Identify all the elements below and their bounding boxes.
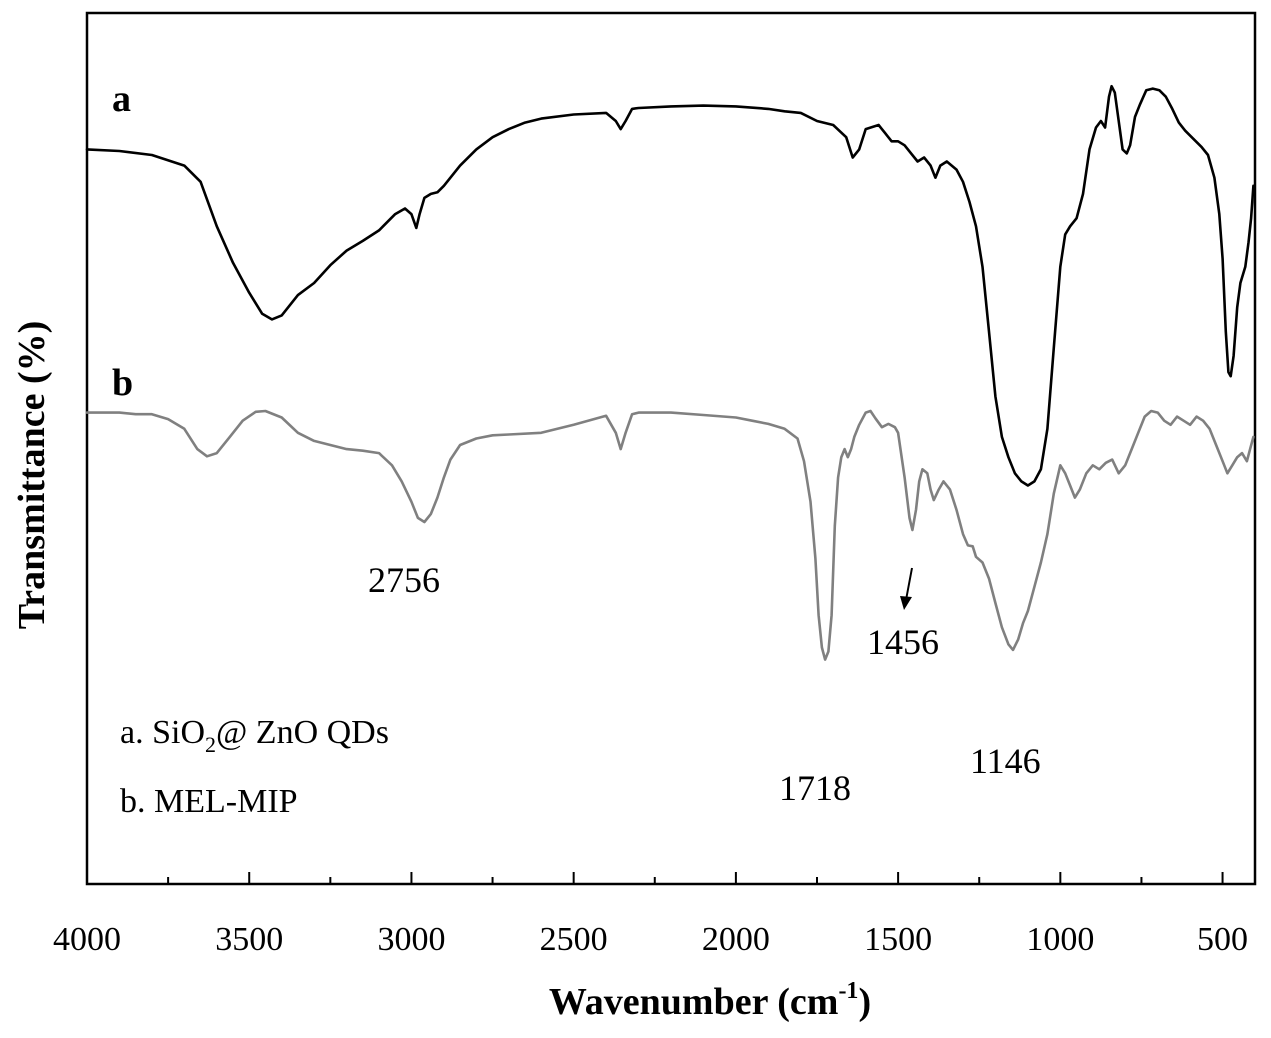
legend-entry-a: a. SiO2@ ZnO QDs xyxy=(120,714,389,757)
y-axis-title: Transmittance (%) xyxy=(11,321,53,630)
x-tick-label-2000: 2000 xyxy=(702,921,770,958)
plot-frame xyxy=(87,13,1255,884)
peak-label-1456: 1456 xyxy=(867,622,939,662)
series-a-tag: a xyxy=(112,78,131,120)
peak-label-2756: 2756 xyxy=(368,560,440,600)
x-tick-label-500: 500 xyxy=(1197,921,1248,958)
peak-1456-arrow-head xyxy=(900,596,912,610)
peak-label-1718: 1718 xyxy=(779,768,851,808)
x-tick-label-2500: 2500 xyxy=(540,921,608,958)
x-tick-label-4000: 4000 xyxy=(53,921,121,958)
x-tick-label-1500: 1500 xyxy=(864,921,932,958)
series-b-line xyxy=(87,411,1253,660)
x-tick-label-3000: 3000 xyxy=(377,921,445,958)
x-tick-label-1000: 1000 xyxy=(1026,921,1094,958)
peak-label-1146: 1146 xyxy=(970,741,1041,781)
x-axis-tick-labels: 4000 3500 3000 2500 2000 1500 1000 500 xyxy=(53,921,1248,958)
x-tick-label-3500: 3500 xyxy=(215,921,283,958)
series-layer xyxy=(87,86,1253,659)
series-b-tag: b xyxy=(112,362,133,404)
x-axis-title: Wavenumber (cm-1) xyxy=(549,978,871,1023)
series-a-line xyxy=(87,86,1253,485)
peak-1456-arrow-line xyxy=(906,568,912,600)
x-axis-ticks xyxy=(87,872,1223,884)
legend-entry-b: b. MEL-MIP xyxy=(120,783,298,820)
